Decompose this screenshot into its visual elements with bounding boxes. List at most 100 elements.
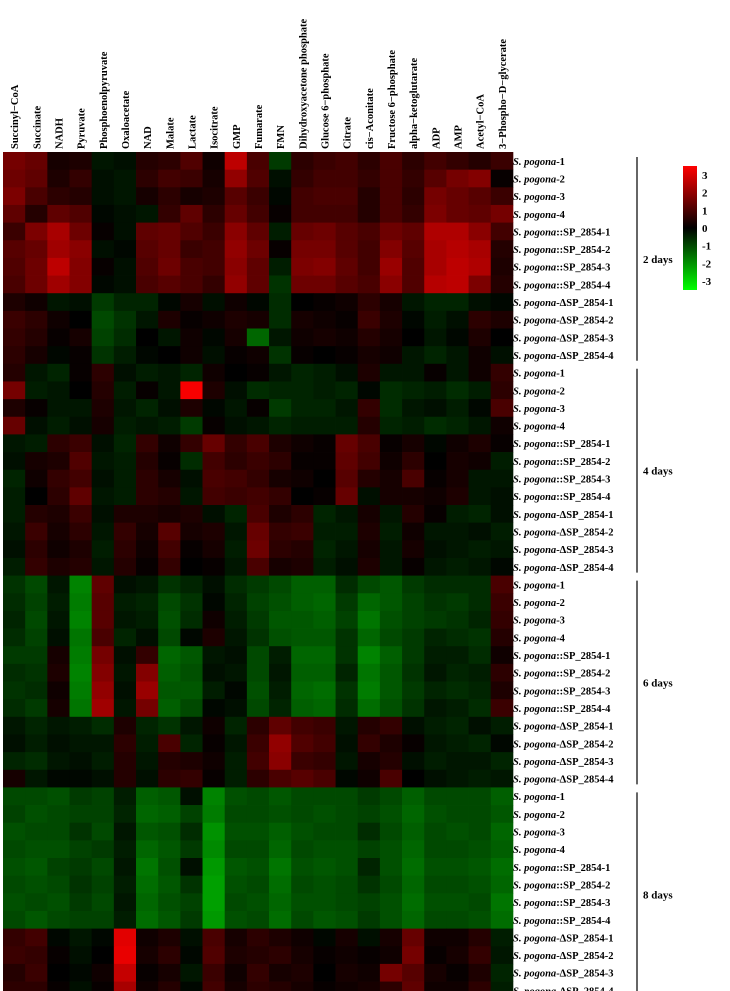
heatmap-cell: [313, 169, 336, 188]
heatmap-cell: [379, 963, 403, 982]
heatmap-cell: [202, 522, 226, 541]
row-label: S. pogona-ΔSP_2854-4: [513, 351, 614, 362]
heatmap-cells: [3, 152, 514, 991]
heatmap-cell: [468, 540, 492, 559]
row-label: S. pogona-2: [513, 810, 565, 821]
heatmap-cell: [335, 363, 359, 382]
heatmap-cell: [180, 628, 203, 647]
heatmap-cell: [47, 328, 70, 347]
heatmap-cell: [313, 399, 336, 418]
heatmap-cell: [180, 805, 203, 824]
heatmap-cell: [158, 240, 181, 259]
heatmap-cell: [424, 822, 447, 841]
heatmap-cell: [269, 310, 292, 329]
heatmap-cell: [246, 663, 270, 682]
heatmap-cell: [335, 928, 359, 947]
heatmap-cell: [202, 752, 226, 771]
heatmap-cell: [158, 610, 181, 629]
heatmap-cell: [224, 963, 248, 982]
heatmap-cell: [246, 363, 270, 382]
heatmap-cell: [424, 346, 447, 365]
heatmap-cell: [402, 416, 425, 435]
heatmap-cell: [335, 946, 359, 965]
heatmap-cell: [468, 204, 492, 223]
heatmap-cell: [47, 593, 70, 612]
heatmap-cell: [113, 769, 137, 788]
heatmap-cell: [47, 946, 70, 965]
heatmap-cell: [158, 910, 181, 929]
heatmap-cell: [158, 858, 181, 877]
heatmap-cell: [424, 540, 447, 559]
heatmap-cell: [468, 646, 492, 665]
heatmap-cell: [269, 663, 292, 682]
row-label-suffix: -ΔSP_2854-1: [556, 510, 613, 521]
row-label-suffix: -2: [556, 810, 565, 821]
column-label: Acetyl−CoA: [476, 94, 487, 149]
heatmap-cell: [335, 152, 359, 171]
row-label-suffix: -1: [556, 580, 565, 591]
heatmap-cell: [158, 487, 181, 506]
heatmap-cell: [291, 187, 314, 206]
heatmap-cell: [202, 822, 226, 841]
heatmap-cell: [91, 893, 115, 912]
heatmap-cell: [180, 257, 203, 276]
heatmap-cell: [113, 858, 137, 877]
row-label: S. pogona-3: [513, 192, 565, 203]
heatmap-cell: [291, 275, 314, 294]
heatmap-cell: [468, 169, 492, 188]
row-label-suffix: -ΔSP_2854-1: [556, 298, 613, 309]
heatmap-cell: [313, 822, 336, 841]
heatmap-cell: [25, 293, 48, 312]
heatmap-cell: [202, 452, 226, 471]
heatmap-cell: [113, 557, 137, 576]
heatmap-cell: [113, 593, 137, 612]
heatmap-cell: [158, 363, 181, 382]
heatmap-cell: [335, 240, 359, 259]
heatmap-cell: [25, 699, 48, 718]
heatmap-cell: [246, 381, 270, 400]
heatmap-cell: [25, 505, 48, 524]
heatmap-cell: [25, 893, 48, 912]
heatmap-cell: [224, 204, 248, 223]
heatmap-cell: [246, 540, 270, 559]
row-label: S. pogona-ΔSP_2854-1: [513, 298, 614, 309]
heatmap-cell: [25, 275, 48, 294]
heatmap-cell: [468, 381, 492, 400]
heatmap-cell: [291, 875, 314, 894]
heatmap-cell: [3, 769, 26, 788]
column-label: Pyruvate: [77, 108, 88, 149]
heatmap-cell: [490, 593, 514, 612]
heatmap-cell: [490, 328, 514, 347]
column-label: Fructose 6−phosphate: [387, 50, 398, 149]
heatmap-cell: [335, 346, 359, 365]
heatmap-cell: [379, 275, 403, 294]
heatmap-cell: [402, 663, 425, 682]
heatmap-cell: [246, 293, 270, 312]
heatmap-cell: [313, 293, 336, 312]
heatmap-cell: [468, 522, 492, 541]
heatmap-cell: [136, 893, 159, 912]
row-label-suffix: -3: [556, 616, 565, 627]
heatmap-cell: [357, 434, 381, 453]
heatmap-cell: [335, 293, 359, 312]
heatmap-cell: [136, 540, 159, 559]
heatmap-cell: [468, 275, 492, 294]
heatmap-cell: [402, 628, 425, 647]
row-label-suffix: -1: [556, 369, 565, 380]
heatmap-cell: [91, 293, 115, 312]
row-label-suffix: -ΔSP_2854-4: [556, 563, 614, 574]
heatmap-cell: [180, 858, 203, 877]
heatmap-cell: [379, 293, 403, 312]
column-label: 3−Phospho−D−glycerate: [498, 39, 509, 149]
heatmap-cell: [136, 434, 159, 453]
heatmap-cell: [158, 981, 181, 991]
heatmap-cell: [113, 275, 137, 294]
heatmap-cell: [246, 593, 270, 612]
heatmap-cell: [224, 716, 248, 735]
heatmap-cell: [136, 840, 159, 859]
heatmap-cell: [313, 452, 336, 471]
column-label: GMP: [232, 124, 243, 149]
heatmap-cell: [180, 540, 203, 559]
heatmap-cell: [224, 540, 248, 559]
heatmap-cell: [158, 716, 181, 735]
